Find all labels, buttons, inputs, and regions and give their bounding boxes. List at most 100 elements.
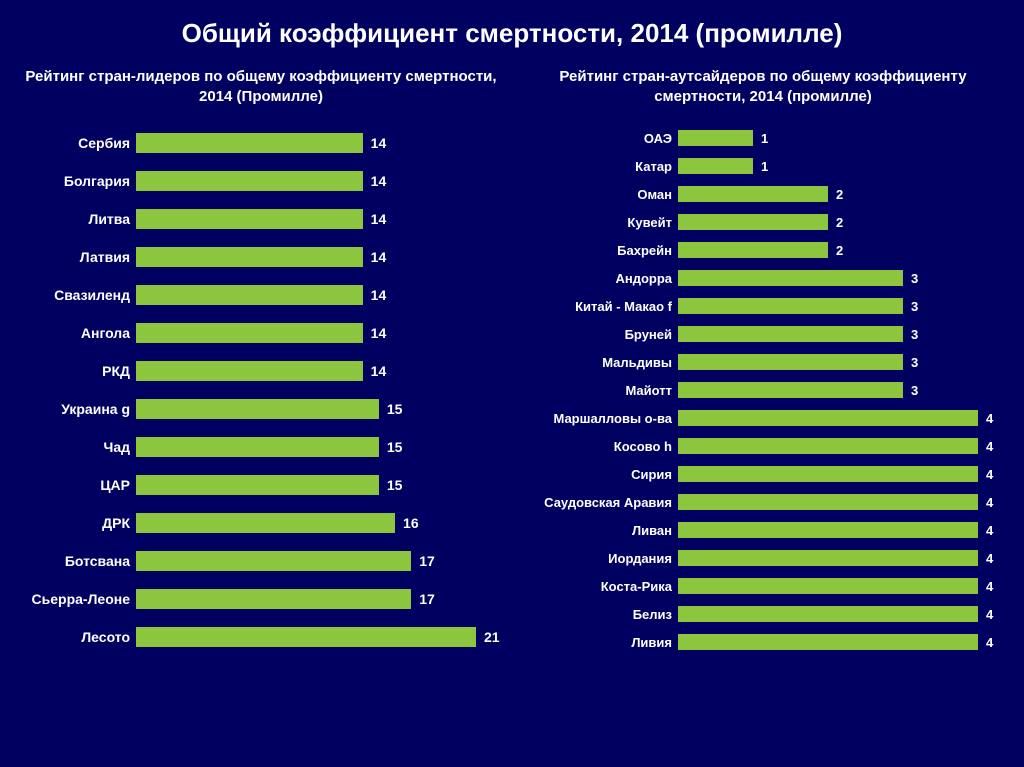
bar-track: 15 [136,437,501,457]
bar-label: Кувейт [523,215,678,230]
bar-fill [678,410,978,426]
left-chart-subtitle: Рейтинг стран-лидеров по общему коэффици… [21,67,501,106]
bar-value: 3 [903,355,918,370]
bar-value: 14 [363,363,387,379]
bar-fill [136,209,363,229]
bar-value: 3 [903,383,918,398]
bar-value: 2 [828,215,843,230]
bar-label: Ливия [523,635,678,650]
bar-label: Сьерра-Леоне [21,591,136,607]
bar-track: 1 [678,158,1003,174]
bar-track: 4 [678,410,1003,426]
bar-value: 4 [978,579,993,594]
bar-track: 16 [136,513,501,533]
bar-track: 4 [678,578,1003,594]
bar-row: Белиз4 [523,600,1003,628]
bar-value: 14 [363,325,387,341]
bar-track: 15 [136,399,501,419]
bar-row: Андорра3 [523,264,1003,292]
bar-label: Чад [21,439,136,455]
bar-row: Косово h 4 [523,432,1003,460]
bar-row: Кувейт 2 [523,208,1003,236]
bar-label: Косово h [523,439,678,454]
bar-value: 4 [978,635,993,650]
bar-label: Болгария [21,173,136,189]
left-chart: Рейтинг стран-лидеров по общему коэффици… [21,67,501,656]
bar-track: 1 [678,130,1003,146]
bar-fill [136,627,476,647]
bar-row: Свазиленд 14 [21,276,501,314]
bar-row: ОАЭ1 [523,124,1003,152]
bar-label: Литва [21,211,136,227]
bar-fill [678,130,753,146]
charts-container: Рейтинг стран-лидеров по общему коэффици… [0,57,1024,656]
bar-label: Коста-Рика [523,579,678,594]
bar-label: ЦАР [21,477,136,493]
bar-track: 2 [678,186,1003,202]
bar-fill [678,270,903,286]
bar-label: Андорра [523,271,678,286]
bar-value: 21 [476,629,500,645]
bar-label: Китай - Макао f [523,299,678,314]
bar-fill [678,578,978,594]
bar-label: Свазиленд [21,287,136,303]
bar-track: 3 [678,382,1003,398]
bar-label: Майотт [523,383,678,398]
bar-label: РКД [21,363,136,379]
right-chart: Рейтинг стран-аутсайдеров по общему коэф… [523,67,1003,656]
bar-fill [678,466,978,482]
bar-row: Оман 2 [523,180,1003,208]
bar-track: 4 [678,550,1003,566]
bar-row: Ливия 4 [523,628,1003,656]
bar-fill [678,186,828,202]
bar-label: Оман [523,187,678,202]
bar-value: 17 [411,591,435,607]
bar-value: 3 [903,327,918,342]
bar-row: Ангола 14 [21,314,501,352]
bar-row: РКД 14 [21,352,501,390]
bar-track: 21 [136,627,501,647]
bar-fill [678,354,903,370]
bar-track: 4 [678,466,1003,482]
bar-fill [678,326,903,342]
bar-value: 4 [978,551,993,566]
bar-row: Лесото21 [21,618,501,656]
bar-track: 3 [678,270,1003,286]
bar-value: 4 [978,439,993,454]
bar-value: 17 [411,553,435,569]
bar-row: Мальдивы3 [523,348,1003,376]
bar-track: 4 [678,438,1003,454]
bar-fill [678,382,903,398]
bar-value: 2 [828,187,843,202]
right-bars: ОАЭ1Катар1Оман2Кувейт2Бахрейн2Андорра3Ки… [523,124,1003,656]
bar-track: 3 [678,298,1003,314]
bar-track: 14 [136,361,501,381]
bar-row: Литва14 [21,200,501,238]
bar-label: Иордания [523,551,678,566]
bar-row: Китай - Макао f3 [523,292,1003,320]
bar-fill [136,247,363,267]
bar-row: Иордания 4 [523,544,1003,572]
bar-value: 4 [978,523,993,538]
left-bars: Сербия14Болгария14Литва14Латвия14Свазиле… [21,124,501,656]
bar-fill [136,475,379,495]
bar-label: Бахрейн [523,243,678,258]
bar-track: 4 [678,494,1003,510]
bar-label: Латвия [21,249,136,265]
bar-track: 4 [678,634,1003,650]
bar-row: Ливан4 [523,516,1003,544]
bar-value: 1 [753,159,768,174]
bar-label: Ангола [21,325,136,341]
bar-track: 2 [678,242,1003,258]
bar-fill [678,550,978,566]
bar-value: 14 [363,287,387,303]
bar-row: Болгария14 [21,162,501,200]
bar-fill [678,438,978,454]
bar-track: 2 [678,214,1003,230]
bar-value: 14 [363,135,387,151]
bar-label: Белиз [523,607,678,622]
bar-fill [136,589,411,609]
bar-track: 15 [136,475,501,495]
bar-value: 4 [978,411,993,426]
bar-fill [136,551,411,571]
